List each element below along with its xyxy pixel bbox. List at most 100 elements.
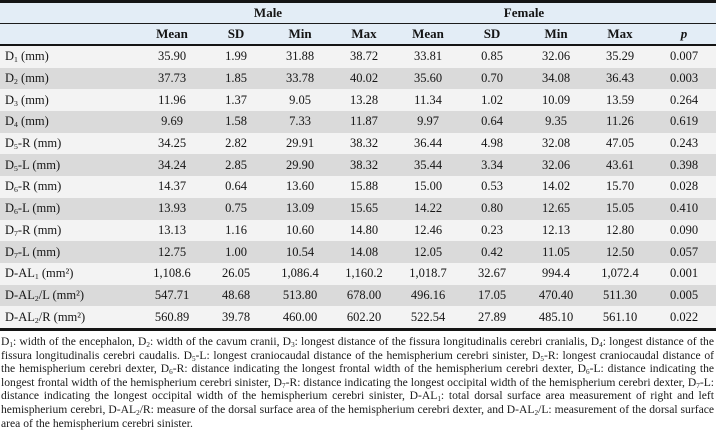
table-row: D2 (mm) 37.73 1.85 33.78 40.02 35.60 0.70 34.08…	[0, 67, 716, 90]
cell-value: 485.10	[538, 309, 574, 324]
cell-value: 12.50	[605, 244, 635, 259]
table-footnote: D1: width of the encephalon, D2: width o…	[1, 334, 715, 430]
cell-value: 35.90	[157, 49, 187, 64]
cell-value: 35.60	[413, 71, 443, 86]
cell-value: 0.007	[669, 49, 699, 64]
cell-value: 547.71	[154, 287, 190, 302]
cell-value: 36.44	[413, 136, 443, 151]
row-label: D5-R (mm)	[5, 136, 62, 152]
cell-value: 10.09	[541, 92, 571, 107]
cell-value: 0.42	[481, 244, 503, 259]
cell-value: 12.65	[541, 201, 571, 216]
cell-value: 13.09	[285, 201, 315, 216]
cell-value: 14.80	[349, 222, 379, 237]
cell-value: 17.05	[477, 287, 507, 302]
cell-value: 602.20	[346, 309, 382, 324]
cell-value: 12.80	[605, 222, 635, 237]
table-row: D6-R (mm) 14.37 0.64 13.60 15.88 15.00 0.53 14.…	[0, 176, 716, 198]
cell-value: 0.64	[481, 114, 503, 129]
cell-value: 0.70	[481, 71, 503, 86]
cell-value: 12.46	[413, 222, 443, 237]
cell-value: 26.05	[221, 266, 251, 281]
cell-value: 37.73	[157, 71, 187, 86]
cell-value: 35.29	[605, 49, 635, 64]
cell-value: 32.67	[477, 266, 507, 281]
cell-value: 0.64	[225, 179, 247, 194]
empty-p-header-cell	[652, 2, 716, 24]
cell-value: 0.410	[669, 201, 699, 216]
cell-value: 12.05	[413, 244, 443, 259]
cell-value: 29.90	[285, 157, 315, 172]
table-body: D1 (mm) 35.90 1.99 31.88 38.72 33.81 0.85 32.06…	[0, 45, 716, 330]
cell-value: 43.61	[605, 157, 635, 172]
col-header-male-min: Min	[288, 26, 312, 41]
cell-value: 11.26	[606, 114, 634, 129]
cell-value: 1.58	[225, 114, 247, 129]
row-label: D-AL1 (mm²)	[5, 266, 74, 282]
cell-value: 10.54	[285, 244, 315, 259]
table-row: D6-L (mm) 13.93 0.75 13.09 15.65 14.22 0.80 12.…	[0, 197, 716, 220]
cell-value: 460.00	[282, 309, 318, 324]
cell-value: 0.028	[669, 179, 699, 194]
cell-value: 1,072.4	[601, 266, 639, 281]
col-header-female-mean: Mean	[412, 26, 444, 41]
row-label: D2 (mm)	[5, 71, 49, 86]
cell-value: 14.02	[541, 179, 571, 194]
row-label: D5-L (mm)	[5, 157, 61, 173]
cell-value: 32.06	[541, 49, 571, 64]
col-header-male-sd: SD	[227, 26, 245, 41]
cell-value: 522.54	[410, 309, 446, 324]
row-label: D-AL2/R (mm²)	[5, 309, 86, 325]
cell-value: 13.60	[285, 179, 315, 194]
male-group-header: Male	[253, 5, 283, 20]
cell-value: 9.35	[545, 114, 567, 129]
cell-value: 11.87	[350, 114, 378, 129]
col-header-p-value: p	[680, 26, 688, 41]
column-header-row: Mean SD Min Max Mean SD Min Max p	[0, 23, 716, 45]
cell-value: 35.44	[413, 157, 443, 172]
cell-value: 0.23	[481, 222, 503, 237]
cell-value: 38.32	[349, 136, 379, 151]
cell-value: 4.98	[481, 136, 503, 151]
cell-value: 13.93	[157, 201, 187, 216]
cell-value: 34.24	[157, 157, 187, 172]
cell-value: 0.243	[669, 136, 699, 151]
cell-value: 2.85	[225, 157, 247, 172]
table-row: D5-R (mm) 34.25 2.82 29.91 38.32 36.44 4.98 32.…	[0, 132, 716, 155]
col-header-female-max: Max	[607, 26, 633, 41]
cell-value: 14.37	[157, 179, 187, 194]
cell-value: 2.82	[225, 136, 247, 151]
cell-value: 11.96	[158, 92, 186, 107]
cell-value: 1,108.6	[153, 266, 191, 281]
cell-value: 1.85	[225, 71, 247, 86]
cell-value: 0.090	[669, 222, 699, 237]
cell-value: 1,086.4	[281, 266, 319, 281]
cell-value: 11.34	[414, 92, 442, 107]
cell-value: 496.16	[410, 287, 446, 302]
table-row: D3 (mm) 11.96 1.37 9.05 13.28 11.34 1.02 10.09 1…	[0, 89, 716, 112]
cell-value: 39.78	[221, 309, 251, 324]
cell-value: 15.65	[349, 201, 379, 216]
cell-value: 0.001	[669, 266, 699, 281]
cell-value: 7.33	[289, 114, 311, 129]
cell-value: 3.34	[481, 157, 503, 172]
cell-value: 1,018.7	[409, 266, 447, 281]
col-header-female-sd: SD	[483, 26, 501, 41]
cell-value: 470.40	[538, 287, 574, 302]
row-label: D-AL2/L (mm²)	[5, 287, 85, 303]
group-header-row: Male Female	[0, 1, 716, 24]
cell-value: 0.022	[669, 309, 699, 324]
cell-value: 13.28	[349, 92, 379, 107]
cell-value: 33.81	[413, 49, 443, 64]
row-label: D1 (mm)	[5, 49, 49, 65]
cell-value: 0.005	[669, 287, 699, 302]
cell-value: 32.06	[541, 157, 571, 172]
cell-value: 0.85	[481, 49, 503, 64]
cell-value: 1.00	[225, 244, 247, 259]
cell-value: 1,160.2	[345, 266, 383, 281]
cell-value: 15.88	[349, 179, 379, 194]
row-label: D7-R (mm)	[5, 222, 62, 238]
table-row: D-AL2/L (mm²) 547.71 48.68 513.80 678.00 496.…	[0, 284, 716, 307]
cell-value: 511.30	[603, 287, 637, 302]
